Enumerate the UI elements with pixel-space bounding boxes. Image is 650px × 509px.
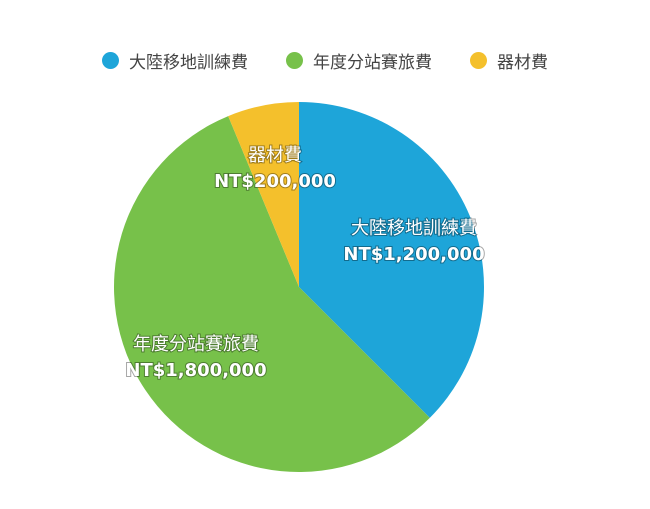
legend-swatch-travel: [286, 52, 303, 69]
legend-item-equipment[interactable]: 器材費: [470, 48, 548, 73]
slice-value-travel: NT$1,800,000: [125, 360, 266, 381]
legend-swatch-training: [102, 52, 119, 69]
legend-label-travel: 年度分站賽旅費: [313, 53, 432, 73]
slice-value-equipment: NT$200,000: [214, 171, 336, 192]
legend-swatch-equipment: [470, 52, 487, 69]
slice-label-equipment: 器材費: [248, 145, 302, 166]
legend-item-training[interactable]: 大陸移地訓練費: [102, 48, 248, 73]
legend-label-training: 大陸移地訓練費: [129, 53, 248, 73]
pie-slice-training[interactable]: [299, 102, 485, 418]
legend-label-equipment: 器材費: [497, 53, 548, 73]
slice-label-travel: 年度分站賽旅費: [133, 333, 259, 355]
legend-item-travel[interactable]: 年度分站賽旅費: [286, 48, 432, 73]
slice-label-training: 大陸移地訓練費: [351, 218, 477, 239]
pie-slice-equipment[interactable]: [228, 102, 299, 287]
legend: 大陸移地訓練費 年度分站賽旅費 器材費: [0, 48, 650, 73]
pie-slice-travel[interactable]: [114, 116, 430, 472]
slice-value-training: NT$1,200,000: [343, 244, 484, 265]
